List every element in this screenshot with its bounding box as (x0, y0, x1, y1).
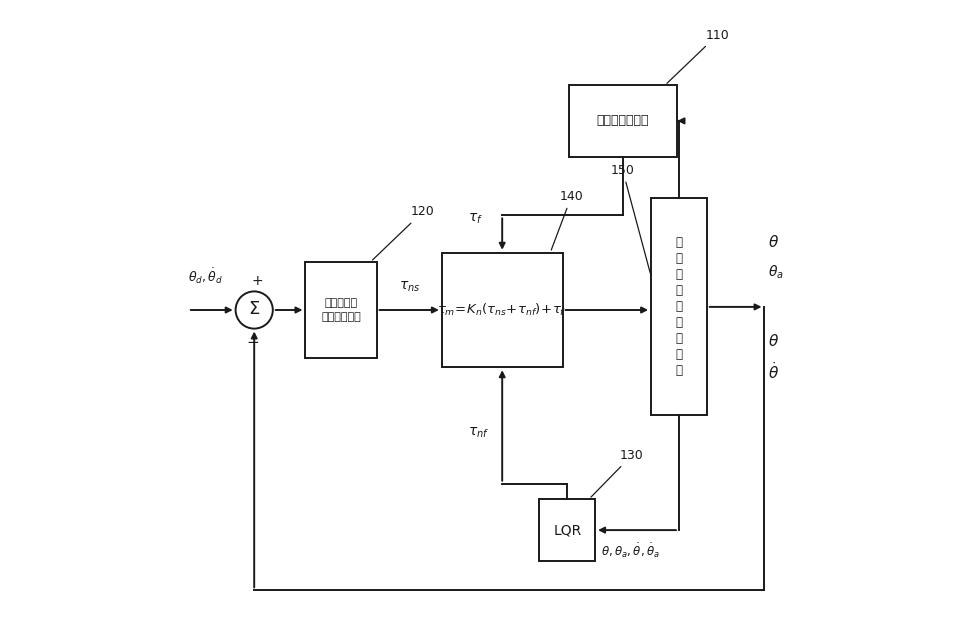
Text: $\tau_m\!=\!K_n(\tau_{ns}\!+\!\tau_{nf})\!+\!\tau_f$: $\tau_m\!=\!K_n(\tau_{ns}\!+\!\tau_{nf})… (437, 302, 567, 318)
Text: −: − (247, 335, 259, 350)
Text: 鲁棒自适应
滑模控制算法: 鲁棒自适应 滑模控制算法 (321, 298, 361, 322)
Text: 130: 130 (591, 449, 644, 497)
Text: 140: 140 (552, 190, 583, 250)
Bar (569, 85, 678, 156)
Text: $\theta_a$: $\theta_a$ (768, 264, 783, 281)
Bar (306, 262, 377, 358)
Text: $\tau_f$: $\tau_f$ (468, 211, 483, 226)
Text: $\Sigma$: $\Sigma$ (248, 300, 260, 319)
Text: LQR: LQR (554, 523, 581, 537)
Text: 150: 150 (610, 164, 651, 273)
Bar (442, 253, 562, 367)
Text: $\theta$: $\theta$ (768, 333, 778, 349)
Text: 120: 120 (373, 205, 434, 260)
Circle shape (235, 291, 273, 329)
Text: $\tau_{nf}$: $\tau_{nf}$ (468, 426, 489, 440)
Text: $\theta_d,\dot{\theta}_d$: $\theta_d,\dot{\theta}_d$ (187, 267, 223, 286)
Text: $\tau_{ns}$: $\tau_{ns}$ (399, 280, 420, 294)
Text: 柔
性
钰
空
间
站
机
械
蟀: 柔 性 钰 空 间 站 机 械 蟀 (676, 236, 682, 378)
Text: 110: 110 (667, 29, 729, 83)
Text: $\theta,\theta_a,\dot{\theta},\dot{\theta}_a$: $\theta,\theta_a,\dot{\theta},\dot{\thet… (602, 541, 660, 560)
Text: +: + (252, 273, 263, 288)
Bar (539, 499, 595, 561)
Text: $\dot{\theta}$: $\dot{\theta}$ (768, 361, 778, 383)
Bar (651, 198, 706, 415)
Text: 关节柔性补偿器: 关节柔性补偿器 (597, 115, 650, 127)
Text: $\theta$: $\theta$ (768, 234, 778, 250)
